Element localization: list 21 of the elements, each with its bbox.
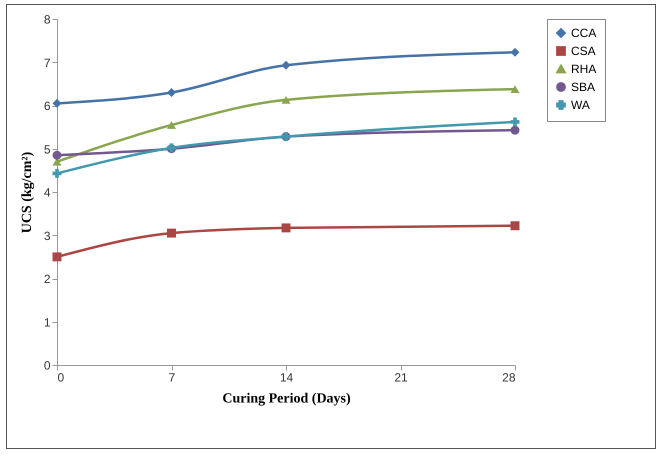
y-axis-title: UCS (kg/cm²) <box>20 151 35 234</box>
legend-label: WA <box>571 98 590 112</box>
y-tick-label: 6 <box>44 99 51 113</box>
y-tick-label: 7 <box>44 56 51 70</box>
legend-label: SBA <box>571 80 596 94</box>
x-tick-label: 0 <box>58 370 64 384</box>
legend-label: RHA <box>571 62 596 76</box>
x-tick-label: 14 <box>280 370 294 384</box>
legend-label: CSA <box>571 44 596 58</box>
y-tick-label: 1 <box>44 315 51 330</box>
x-tick-label: 28 <box>502 370 516 384</box>
y-tick-label: 5 <box>44 142 51 156</box>
y-tick-label: 4 <box>44 186 51 200</box>
y-tick-label: 3 <box>44 228 51 243</box>
x-tick-label: 7 <box>168 370 176 384</box>
y-tick-label: 8 <box>44 12 51 26</box>
legend-label: CCA <box>571 26 596 40</box>
x-axis-title: Curing Period (Days) <box>222 392 351 406</box>
x-tick-label: 21 <box>394 370 408 384</box>
y-tick-label: 0 <box>44 358 51 372</box>
y-tick-label: 2 <box>44 272 51 286</box>
